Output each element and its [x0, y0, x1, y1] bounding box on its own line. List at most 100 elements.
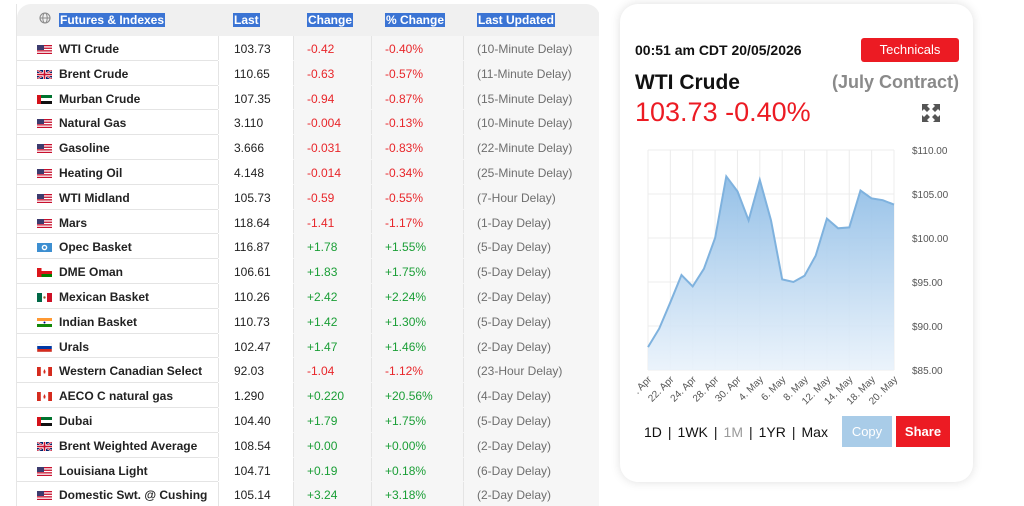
row-pct-change: -0.13%	[371, 110, 463, 136]
row-last-updated: (2-Day Delay)	[463, 333, 599, 359]
timeframe-1d[interactable]: 1D	[644, 424, 662, 440]
ca-flag-icon	[37, 392, 52, 402]
row-name[interactable]: Natural Gas	[59, 116, 127, 131]
row-name[interactable]: Dubai	[59, 414, 93, 428]
row-name-cell[interactable]: Murban Crude	[17, 86, 218, 111]
row-name-cell[interactable]: WTI Crude	[17, 36, 218, 61]
table-row[interactable]: Natural Gas 3.110 -0.004 -0.13% (10-Minute D…	[17, 110, 599, 136]
table-row[interactable]: Mexican Basket 110.26 +2.42 +2.24% (2-Day De…	[17, 284, 599, 309]
table-row[interactable]: Brent Crude 110.65 -0.63 -0.57% (11-Minute D…	[17, 60, 599, 86]
row-name[interactable]: Brent Crude	[59, 66, 129, 81]
row-name[interactable]: Mars	[59, 215, 88, 230]
share-button[interactable]: Share	[896, 416, 950, 447]
row-last: 3.666	[218, 135, 293, 160]
row-name[interactable]: Murban Crude	[59, 91, 141, 106]
ae-flag-icon	[37, 94, 52, 104]
row-name[interactable]: Gasoline	[59, 141, 110, 156]
row-name-cell[interactable]: Domestic Swt. @ Cushing	[17, 482, 218, 506]
ca-flag-icon	[37, 367, 52, 377]
header-last[interactable]: Last	[233, 13, 260, 27]
header-futures-indexes[interactable]: Futures & Indexes	[59, 13, 166, 27]
row-name-cell[interactable]: Urals	[17, 334, 218, 359]
row-pct-change: +0.00%	[371, 432, 463, 458]
row-name-cell[interactable]: Louisiana Light	[17, 458, 218, 483]
row-last-updated: (5-Day Delay)	[463, 308, 599, 334]
table-row[interactable]: Murban Crude 107.35 -0.94 -0.87% (15-Minute …	[17, 85, 599, 111]
price-area	[648, 176, 894, 370]
us-flag-icon	[37, 193, 52, 203]
row-pct-change: +1.46%	[371, 333, 463, 359]
row-last-updated: (22-Minute Delay)	[463, 135, 599, 160]
row-name-cell[interactable]: Natural Gas	[17, 110, 218, 135]
row-name[interactable]: Louisiana Light	[59, 463, 148, 478]
header-last-updated[interactable]: Last Updated	[477, 13, 556, 27]
row-name[interactable]: Domestic Swt. @ Cushing	[59, 488, 208, 503]
in-flag-icon	[37, 317, 52, 327]
row-name-cell[interactable]: Mexican Basket	[17, 284, 218, 309]
row-name-cell[interactable]: WTI Midland	[17, 185, 218, 210]
row-change: -0.59	[293, 184, 371, 210]
table-row[interactable]: Indian Basket 110.73 +1.42 +1.30% (5-Day Del…	[17, 308, 599, 334]
table-row[interactable]: Louisiana Light 104.71 +0.19 +0.18% (6-Day D…	[17, 457, 599, 483]
header-change[interactable]: Change	[307, 13, 354, 27]
row-name[interactable]: DME Oman	[59, 265, 124, 280]
table-row[interactable]: Gasoline 3.666 -0.031 -0.83% (22-Minute Dela…	[17, 135, 599, 160]
row-name-cell[interactable]: Brent Weighted Average	[17, 433, 218, 458]
row-name-cell[interactable]: AECO C natural gas	[17, 383, 218, 408]
table-row[interactable]: WTI Midland 105.73 -0.59 -0.55% (7-Hour Dela…	[17, 184, 599, 210]
row-name-cell[interactable]: Western Canadian Select	[17, 358, 218, 383]
row-name-cell[interactable]: Mars	[17, 210, 218, 235]
table-row[interactable]: Dubai 104.40 +1.79 +1.75% (5-Day Delay)	[17, 408, 599, 433]
contract-label: (July Contract)	[831, 72, 959, 92]
row-name-cell[interactable]: Brent Crude	[17, 61, 218, 86]
timeframe-1yr[interactable]: 1YR	[758, 424, 786, 440]
timeframe-max[interactable]: Max	[801, 424, 828, 440]
table-row[interactable]: Brent Weighted Average 108.54 +0.00 +0.00%(…	[17, 432, 599, 458]
row-change: +1.47	[293, 333, 371, 359]
y-tick-label: $90.00	[912, 322, 943, 333]
timeframe-1m[interactable]: 1M	[723, 424, 743, 440]
row-name-cell[interactable]: DME Oman	[17, 259, 218, 284]
row-change: +3.24	[293, 482, 371, 506]
row-name[interactable]: Urals	[59, 339, 90, 354]
row-change: -0.014	[293, 160, 371, 185]
row-name-cell[interactable]: Heating Oil	[17, 160, 218, 185]
table-row[interactable]: Mars 118.64 -1.41 -1.17% (1-Day Delay)	[17, 209, 599, 235]
expand-icon[interactable]	[921, 103, 941, 123]
us-flag-icon	[37, 491, 52, 501]
table-row[interactable]: Heating Oil 4.148 -0.014 -0.34% (25-Minute D…	[17, 160, 599, 185]
row-name-cell[interactable]: Gasoline	[17, 135, 218, 160]
row-last: 105.73	[218, 184, 293, 210]
table-row[interactable]: Domestic Swt. @ Cushing 105.14 +3.24 +3.18%…	[17, 482, 599, 506]
row-name[interactable]: Opec Basket	[59, 240, 132, 255]
row-name-cell[interactable]: Dubai	[17, 408, 218, 433]
row-name-cell[interactable]: Indian Basket	[17, 309, 218, 334]
row-pct-change: -1.17%	[371, 209, 463, 235]
row-name[interactable]: Brent Weighted Average	[59, 438, 198, 453]
row-name[interactable]: Mexican Basket	[59, 290, 150, 304]
row-name-cell[interactable]: Opec Basket	[17, 234, 218, 259]
row-last-updated: (1-Day Delay)	[463, 209, 599, 235]
table-row[interactable]: DME Oman 106.61 +1.83 +1.75% (5-Day Delay)	[17, 259, 599, 284]
technicals-button[interactable]: Technicals	[861, 38, 959, 62]
row-name[interactable]: WTI Midland	[59, 190, 130, 205]
instrument-title: WTI Crude	[635, 71, 740, 94]
row-change: +1.83	[293, 259, 371, 284]
table-row[interactable]: Opec Basket 116.87 +1.78 +1.55% (5-Day Delay…	[17, 234, 599, 260]
row-name[interactable]: Heating Oil	[59, 166, 123, 180]
copy-button[interactable]: Copy	[842, 416, 892, 447]
y-tick-label: $110.00	[912, 146, 948, 157]
table-row[interactable]: AECO C natural gas 1.290 +0.220 +20.56% (4-D…	[17, 383, 599, 408]
row-pct-change: -0.55%	[371, 184, 463, 210]
row-name[interactable]: WTI Crude	[59, 42, 119, 56]
row-name[interactable]: AECO C natural gas	[59, 389, 174, 404]
timeframe-1wk[interactable]: 1WK	[677, 424, 708, 440]
timeframe-selector: 1D | 1WK | 1M | 1YR | Max	[644, 424, 828, 440]
table-row[interactable]: Urals 102.47 +1.47 +1.46% (2-Day Delay)	[17, 333, 599, 359]
table-row[interactable]: WTI Crude 103.73 -0.42 -0.40% (10-Minute Del…	[17, 36, 599, 61]
y-tick-label: $95.00	[912, 278, 943, 289]
table-row[interactable]: Western Canadian Select 92.03 -1.04 -1.12%(…	[17, 358, 599, 384]
row-name[interactable]: Western Canadian Select	[59, 364, 203, 379]
row-name[interactable]: Indian Basket	[59, 314, 138, 329]
header-pct-change[interactable]: % Change	[385, 13, 446, 27]
